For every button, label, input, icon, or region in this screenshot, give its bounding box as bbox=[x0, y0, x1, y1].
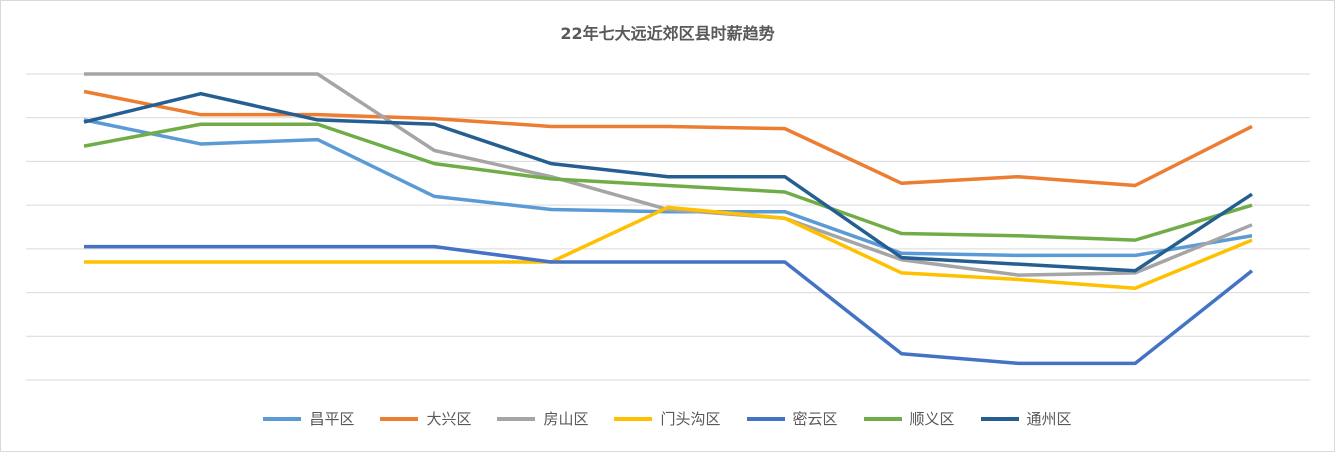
legend-label: 昌平区 bbox=[309, 410, 355, 428]
legend-label: 大兴区 bbox=[426, 410, 472, 428]
legend-swatch bbox=[980, 416, 1019, 421]
legend-label: 通州区 bbox=[1026, 410, 1072, 428]
legend-item-4: 门头沟区 bbox=[614, 408, 721, 429]
series-line-7 bbox=[83, 91, 1253, 273]
series-line-6 bbox=[83, 122, 1253, 242]
series-line-3 bbox=[84, 72, 1253, 277]
legend-swatch bbox=[263, 416, 302, 421]
series-line-5 bbox=[84, 244, 1254, 366]
legend-swatch bbox=[746, 416, 785, 421]
legend-label: 顺义区 bbox=[909, 410, 955, 428]
legend-swatch bbox=[497, 416, 536, 421]
legend-swatch bbox=[614, 416, 653, 421]
series-line-2 bbox=[83, 89, 1253, 188]
legend: 昌平区 大兴区 房山区 门头沟区 密云区 顺义区 通州区 bbox=[0, 408, 1335, 429]
legend-item-7: 通州区 bbox=[980, 408, 1072, 429]
legend-item-3: 房山区 bbox=[497, 408, 588, 429]
legend-item-1: 昌平区 bbox=[263, 408, 354, 429]
legend-swatch bbox=[863, 416, 902, 421]
legend-swatch bbox=[380, 416, 419, 421]
legend-item-5: 密云区 bbox=[746, 408, 838, 429]
legend-label: 房山区 bbox=[543, 410, 589, 428]
series-line-1 bbox=[83, 118, 1253, 258]
legend-item-2: 大兴区 bbox=[380, 408, 471, 429]
legend-label: 门头沟区 bbox=[660, 410, 721, 428]
legend-label: 密云区 bbox=[792, 410, 838, 428]
plot-area bbox=[26, 72, 1310, 381]
legend-item-6: 顺义区 bbox=[863, 408, 955, 429]
series-line-4 bbox=[84, 205, 1253, 290]
chart-title: 22年七大远近郊区县时薪趋势 bbox=[560, 24, 775, 43]
